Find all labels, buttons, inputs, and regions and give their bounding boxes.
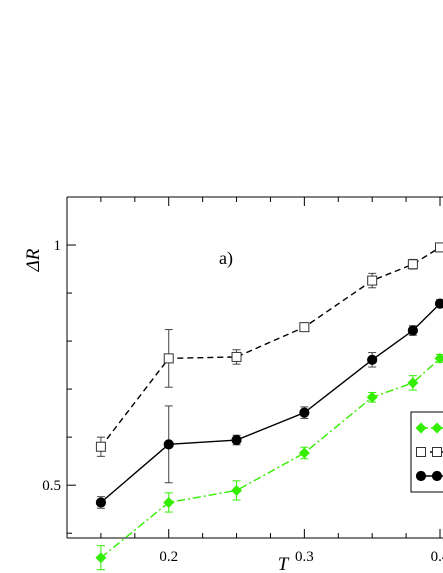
x-tick-label: 0.3 [295,549,314,565]
data-point [367,275,378,286]
series-1 [95,298,443,509]
series-2 [95,352,443,571]
x-axis-label: T [278,554,290,573]
data-point [366,391,378,403]
y-axis-label: ΔR [23,248,44,272]
data-point [95,497,107,508]
data-point [299,407,310,418]
data-point [95,441,106,452]
legend-marker [415,470,427,482]
plot-area [66,196,443,539]
data-point [163,353,174,364]
legend-marker [431,470,443,482]
x-tick-label: 0.2 [159,549,178,565]
data-point [298,447,310,459]
data-point [407,325,418,336]
data-point [95,552,107,564]
data-point [163,496,175,508]
series-layer [95,242,443,571]
legend-marker [432,447,442,457]
data-point [435,242,443,253]
data-point [231,484,243,496]
data-point [407,259,418,270]
data-point [163,439,174,450]
series-0 [95,242,443,457]
series-line [100,303,441,503]
data-point [407,377,419,389]
data-point [434,298,443,309]
legend-marker [416,447,426,457]
panel-annotation: a) [219,248,233,269]
data-point [231,434,242,446]
data-point [367,354,378,365]
legend-marker [415,422,427,434]
ticks: 0.2 0.3 0.4 0.5 1 [42,196,443,565]
x-tick-label: 0.4 [431,549,443,565]
legend-marker [431,422,443,434]
data-point [299,322,310,333]
y-tick-label: 1 [54,238,62,254]
data-point [231,351,242,362]
data-point [434,352,443,364]
y-tick-label: 0.5 [42,478,61,494]
legend [410,411,443,493]
